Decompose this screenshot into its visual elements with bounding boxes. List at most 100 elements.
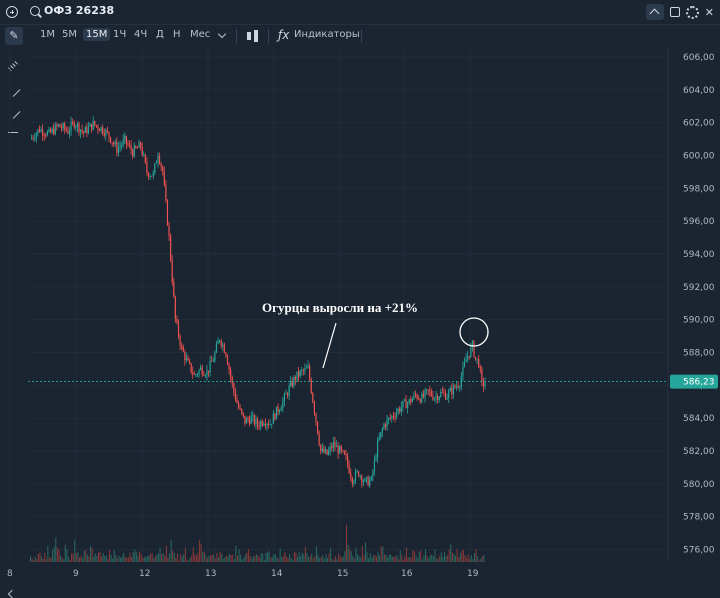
- timeframe-month[interactable]: Мес: [190, 29, 211, 40]
- volume-bar: [475, 549, 477, 562]
- time-tick-label: 9: [73, 569, 79, 579]
- volume-bar: [300, 555, 302, 562]
- candle-body: [57, 124, 60, 127]
- candle-body: [321, 448, 323, 451]
- candle-body: [144, 154, 146, 163]
- candle-body: [261, 421, 263, 426]
- volume-bar: [222, 558, 224, 562]
- volume-bar: [85, 549, 87, 562]
- price-axis[interactable]: 576,00578,00580,00582,00584,00586,00588,…: [667, 48, 715, 562]
- ticker-title[interactable]: ОФЗ 26238: [44, 4, 115, 17]
- volume-bar: [263, 559, 265, 562]
- timeframe-1h[interactable]: 1Ч: [113, 29, 127, 40]
- candle-body: [165, 184, 167, 201]
- candle-body: [449, 388, 451, 392]
- maximize-icon[interactable]: [669, 7, 680, 17]
- volume-bar: [399, 550, 401, 562]
- volume-bar: [366, 552, 368, 562]
- candle-body: [456, 386, 458, 388]
- volume-bar: [127, 557, 129, 562]
- candle-body: [72, 122, 74, 123]
- volume-bar: [67, 556, 69, 562]
- price-tick-label: 590,00: [683, 316, 715, 326]
- volume-bar: [142, 557, 144, 562]
- add-icon[interactable]: [6, 6, 18, 18]
- collapse-icon[interactable]: [645, 4, 664, 20]
- volume-bar: [230, 554, 232, 562]
- candle-body: [372, 471, 374, 477]
- candle-body: [65, 129, 67, 131]
- chart-toolbar: ✎ 1М 5М 15М 1Ч 4Ч Д Н Мес ƒx Индикаторы: [0, 25, 720, 47]
- candlestick-icon[interactable]: [246, 30, 260, 42]
- candle-body: [326, 449, 328, 455]
- timeframe-1m[interactable]: 1М: [40, 29, 55, 40]
- price-chart[interactable]: 576,00578,00580,00582,00584,00586,00588,…: [0, 0, 720, 582]
- volume-bar: [109, 549, 110, 562]
- candle-body: [163, 171, 165, 185]
- volume-bar: [315, 545, 317, 562]
- volume-bar: [450, 544, 452, 562]
- volume-bar: [268, 551, 270, 562]
- volume-bar: [47, 545, 49, 562]
- volume-bar: [120, 557, 122, 562]
- candle-body: [405, 399, 407, 409]
- volume-bar: [90, 545, 92, 562]
- candle-body: [59, 124, 61, 128]
- volume-bar: [126, 557, 128, 562]
- volume-bar: [472, 559, 474, 562]
- volume-bar: [312, 558, 314, 562]
- time-tick-label: 8: [7, 569, 13, 579]
- candle-body: [290, 381, 292, 387]
- candle-body: [121, 144, 123, 147]
- close-icon[interactable]: ✕: [704, 5, 714, 19]
- volume-bar: [159, 547, 161, 562]
- candle-body: [277, 406, 279, 412]
- volume-bar: [243, 557, 245, 562]
- candle-body: [184, 351, 186, 361]
- time-tick-label: 13: [205, 569, 216, 579]
- volume-bar: [240, 554, 242, 562]
- volume-bar: [380, 546, 382, 562]
- volume-bar: [36, 559, 38, 562]
- gear-icon[interactable]: [685, 5, 699, 19]
- annotation-text: Огурцы выросли на +21%: [262, 300, 418, 315]
- indicators-button[interactable]: Индикаторы: [294, 29, 360, 40]
- candle-body: [182, 346, 184, 352]
- volume-bar: [276, 557, 278, 562]
- chevron-left-icon[interactable]: [7, 589, 17, 598]
- candle-body: [198, 369, 200, 375]
- candle-body: [395, 412, 398, 418]
- candle-body: [79, 129, 82, 133]
- timeframe-5m[interactable]: 5М: [62, 29, 77, 40]
- volume-bar: [398, 559, 400, 562]
- timeframe-week[interactable]: Н: [173, 29, 181, 40]
- volume-bar: [48, 557, 50, 562]
- volume-bar: [271, 556, 273, 562]
- divider: [268, 29, 269, 43]
- pencil-icon[interactable]: ✎: [5, 27, 23, 45]
- volume-bar: [123, 553, 125, 562]
- candle-body: [135, 146, 137, 148]
- candle-body: [256, 419, 259, 426]
- candle-body: [177, 322, 180, 337]
- volume-bar: [203, 551, 205, 562]
- candle-body: [359, 475, 361, 477]
- time-axis[interactable]: 8 9 12 13 14 15 16 19: [7, 569, 479, 579]
- timeframe-day[interactable]: Д: [156, 29, 164, 40]
- volume-bar: [139, 551, 141, 562]
- timeframe-4h[interactable]: 4Ч: [134, 29, 148, 40]
- volume-bar: [382, 546, 384, 562]
- candle-body: [400, 407, 402, 412]
- candle-body: [443, 392, 445, 394]
- candle-body: [157, 155, 159, 163]
- volume-bar: [218, 557, 220, 562]
- horizontal-line-icon[interactable]: [8, 132, 18, 133]
- search-icon[interactable]: [30, 6, 40, 16]
- candle-body: [451, 388, 453, 395]
- volume-bar: [353, 558, 355, 562]
- candle-body: [217, 341, 219, 344]
- timeframe-15m[interactable]: 15М: [83, 28, 111, 41]
- volume-bar: [385, 554, 387, 562]
- indicators-icon[interactable]: ƒx: [278, 28, 290, 42]
- volume-bar: [270, 557, 272, 562]
